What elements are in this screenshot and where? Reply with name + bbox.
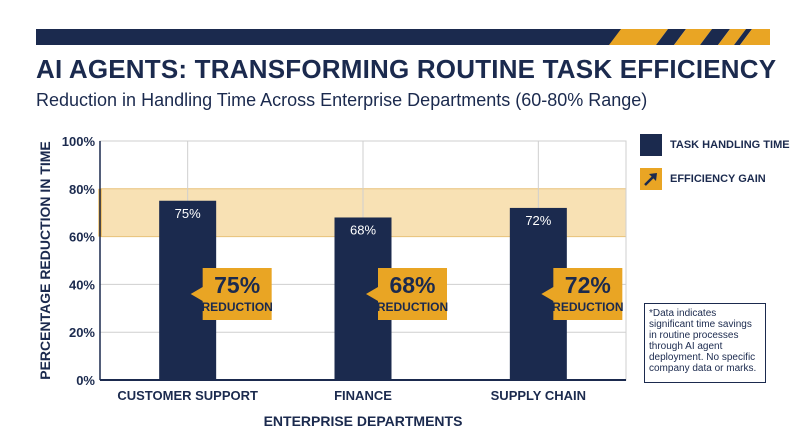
callout-value: 72% — [565, 272, 611, 298]
y-tick-label: 0% — [76, 373, 95, 388]
header-stripe-bar — [36, 29, 770, 45]
y-tick-label: 20% — [69, 325, 95, 340]
arrow-up-right-icon — [640, 168, 662, 190]
navy-square-swatch — [640, 134, 662, 156]
reduction-callout-box — [541, 268, 623, 320]
legend-label: EFFICIENCY GAIN — [670, 173, 766, 185]
callout-value: 75% — [214, 272, 260, 298]
y-tick-label: 100% — [62, 134, 96, 149]
footnote-box: *Data indicates significant time savings… — [644, 303, 766, 383]
bar-data-label: 75% — [175, 206, 201, 221]
bar-data-label: 68% — [350, 222, 376, 237]
callout-label: REDUCTION — [201, 300, 272, 314]
callout-label: REDUCTION — [552, 300, 623, 314]
x-tick-label: FINANCE — [334, 388, 392, 403]
y-tick-label: 80% — [69, 182, 95, 197]
callout-value: 68% — [389, 272, 435, 298]
callout-label: REDUCTION — [377, 300, 448, 314]
legend-label: TASK HANDLING TIME — [670, 139, 790, 151]
y-tick-label: 60% — [69, 230, 95, 245]
x-tick-label: SUPPLY CHAIN — [491, 388, 586, 403]
reduction-callout-box — [366, 268, 447, 320]
x-tick-label: CUSTOMER SUPPORT — [117, 388, 258, 403]
bar-data-label: 72% — [525, 213, 551, 228]
chart-title: AI AGENTS: TRANSFORMING ROUTINE TASK EFF… — [36, 54, 777, 84]
x-axis-title: ENTERPRISE DEPARTMENTS — [264, 413, 463, 429]
y-axis-title: PERCENTAGE REDUCTION IN TIME — [37, 141, 53, 380]
reduction-callout-box — [190, 268, 272, 320]
y-tick-label: 40% — [69, 277, 95, 292]
chart-subtitle: Reduction in Handling Time Across Enterp… — [36, 90, 648, 110]
